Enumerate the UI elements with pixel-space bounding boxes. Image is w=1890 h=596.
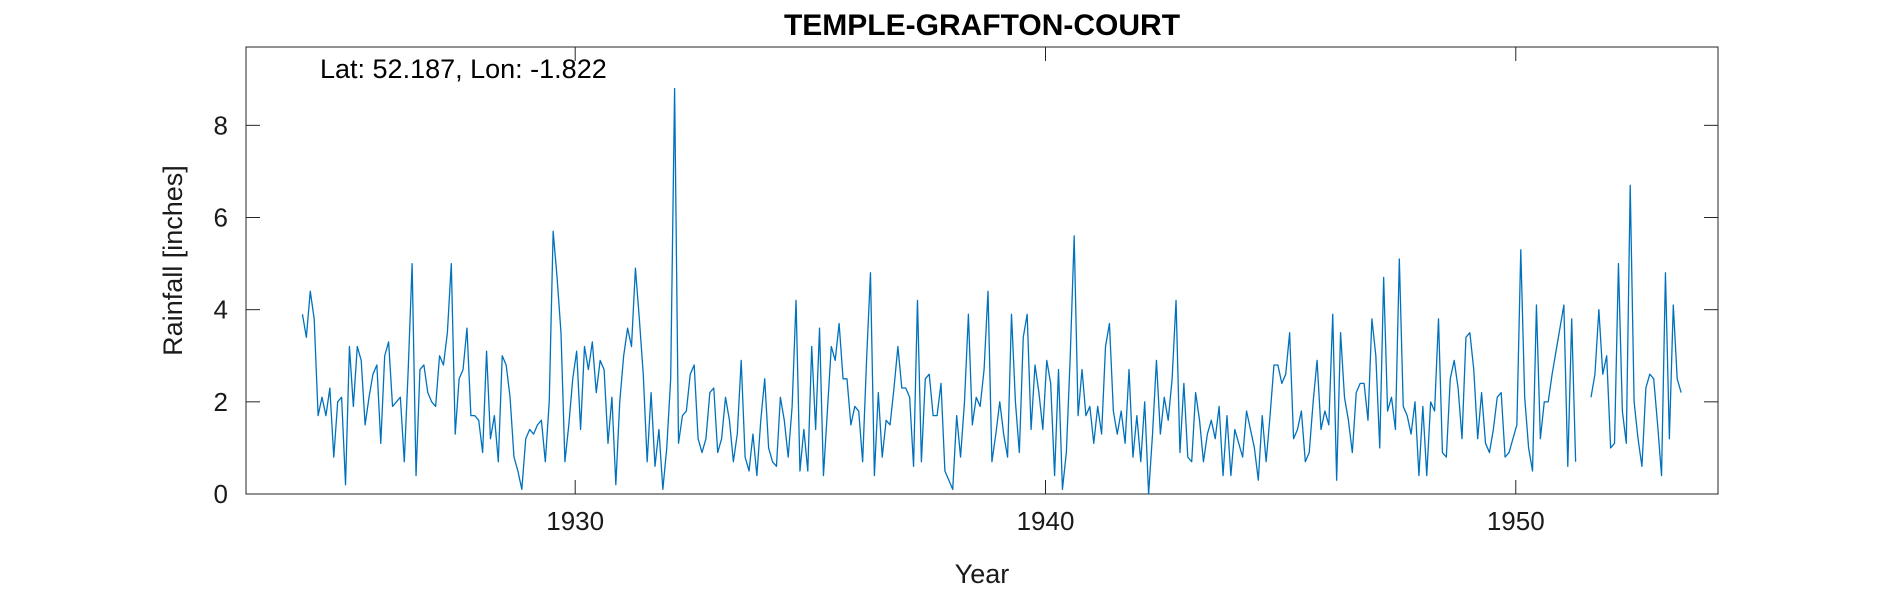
- y-tick-label: 0: [214, 479, 228, 509]
- series-layer: [301, 87, 1682, 495]
- y-tick-label: 4: [214, 295, 228, 325]
- location-annotation: Lat: 52.187, Lon: -1.822: [320, 54, 607, 84]
- y-tick-label: 6: [214, 203, 228, 233]
- x-tick-label: 1930: [546, 506, 604, 536]
- chart-title: TEMPLE-GRAFTON-COURT: [784, 9, 1180, 42]
- y-axis-label: Rainfall [inches]: [158, 165, 188, 356]
- y-tick-label: 2: [214, 387, 228, 417]
- x-tick-label: 1940: [1017, 506, 1075, 536]
- x-axis-label: Year: [955, 559, 1010, 589]
- rainfall-series-line-2: [1590, 184, 1682, 477]
- x-tick-label: 1950: [1487, 506, 1545, 536]
- x-axis-ticks: 1930 1940 1950: [546, 47, 1545, 536]
- plot-area-frame: [245, 46, 1719, 495]
- rainfall-series-line-1: [301, 87, 1577, 495]
- y-tick-label: 8: [214, 110, 228, 140]
- y-axis-ticks: 0 2 4 6 8: [214, 110, 1718, 509]
